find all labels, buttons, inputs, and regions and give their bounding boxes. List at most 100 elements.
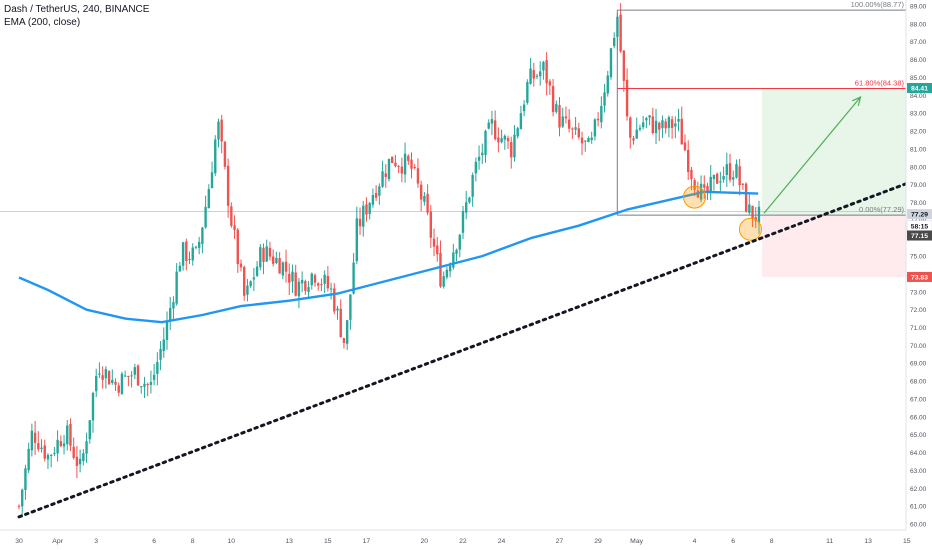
candle-body xyxy=(149,382,153,385)
candle-148 xyxy=(493,110,497,141)
candle-168 xyxy=(558,97,561,137)
candle-164 xyxy=(545,52,548,96)
candle-13 xyxy=(59,435,63,448)
time-tick-label: 30 xyxy=(15,538,23,545)
candle-body xyxy=(117,385,120,393)
candle-body xyxy=(33,432,37,443)
price-tick-label: 82.00 xyxy=(910,129,927,136)
candle-182 xyxy=(603,83,606,113)
candle-body xyxy=(365,204,368,215)
price-label-text: 73.83 xyxy=(911,275,928,282)
highlight-circle-0 xyxy=(683,185,706,209)
target-zone xyxy=(762,87,932,216)
candle-body xyxy=(188,258,191,260)
candle-body xyxy=(201,227,204,245)
candle-body xyxy=(259,247,262,268)
candle-body xyxy=(226,165,230,206)
candle-192 xyxy=(635,117,638,139)
candle-body xyxy=(172,302,175,309)
candle-194 xyxy=(641,115,645,130)
candle-121 xyxy=(407,154,410,165)
candle-108 xyxy=(365,197,368,222)
candle-body xyxy=(114,381,117,385)
price-tick-label: 78.00 xyxy=(910,200,927,207)
candle-25 xyxy=(98,362,101,379)
candle-body xyxy=(667,117,671,128)
candle-body xyxy=(564,116,568,119)
candle-body xyxy=(230,206,233,226)
price-label-text: 77.15 xyxy=(911,233,928,240)
price-tick-label: 66.00 xyxy=(910,414,927,421)
candle-198 xyxy=(654,108,658,145)
candle-5 xyxy=(33,420,37,455)
time-axis-bg xyxy=(0,530,906,550)
candle-body xyxy=(732,177,735,180)
candle-body xyxy=(506,138,510,142)
candle-50 xyxy=(178,261,182,272)
candle-body xyxy=(448,265,452,272)
candle-21 xyxy=(85,432,88,463)
candle-158 xyxy=(526,79,529,105)
candle-body xyxy=(355,218,359,262)
candle-body xyxy=(326,275,330,289)
candle-97 xyxy=(329,282,333,300)
candle-body xyxy=(632,138,635,141)
candle-173 xyxy=(574,116,577,135)
price-label-2: 58:15 xyxy=(906,220,932,231)
candle-61 xyxy=(214,135,217,177)
candle-body xyxy=(243,267,246,296)
candle-body xyxy=(648,115,651,118)
candle-2 xyxy=(24,464,27,500)
candle-body xyxy=(577,128,581,138)
highlight-circle-1 xyxy=(738,217,762,241)
candle-142 xyxy=(474,157,478,182)
candle-body xyxy=(680,118,683,145)
candle-107 xyxy=(362,200,365,237)
candle-213 xyxy=(703,175,706,199)
candle-body xyxy=(194,246,198,248)
candle-body xyxy=(709,176,712,193)
candle-223 xyxy=(735,159,738,179)
candle-body xyxy=(210,172,214,189)
candle-191 xyxy=(632,135,635,145)
candle-39 xyxy=(143,376,146,399)
candle-body xyxy=(397,166,400,168)
candle-48 xyxy=(172,296,175,321)
candle-112 xyxy=(378,183,381,205)
candle-88 xyxy=(300,271,304,293)
indicator-title[interactable]: EMA (200, close) xyxy=(4,17,81,28)
candle-177 xyxy=(587,136,590,143)
candle-62 xyxy=(217,118,220,148)
candle-84 xyxy=(288,263,291,296)
candle-17 xyxy=(72,437,75,460)
candle-body xyxy=(606,75,609,94)
candle-46 xyxy=(165,311,169,350)
candle-69 xyxy=(239,259,243,272)
candle-83 xyxy=(284,249,288,283)
candle-219 xyxy=(722,166,725,183)
candle-body xyxy=(474,161,478,174)
candle-body xyxy=(712,174,716,179)
price-label-3: 77.15 xyxy=(907,230,932,241)
target-arrow-head xyxy=(852,96,862,106)
price-label-bg xyxy=(907,271,932,282)
candle-body xyxy=(693,180,696,190)
candle-body xyxy=(645,118,648,121)
candle-54 xyxy=(191,243,194,266)
candle-35 xyxy=(130,371,133,388)
candle-body xyxy=(320,284,323,286)
candle-130 xyxy=(436,236,439,262)
candle-body xyxy=(706,186,709,193)
candle-body xyxy=(487,122,490,129)
candle-33 xyxy=(123,370,127,377)
candle-body xyxy=(436,245,439,255)
ema-200-line xyxy=(18,190,759,324)
candle-body xyxy=(519,113,523,130)
candle-body xyxy=(677,118,680,122)
candle-body xyxy=(265,246,268,262)
candle-16 xyxy=(69,418,72,452)
symbol-title[interactable]: Dash / TetherUS, 240, BINANCE xyxy=(4,4,150,15)
candle-32 xyxy=(120,371,124,395)
candle-19 xyxy=(78,449,82,473)
